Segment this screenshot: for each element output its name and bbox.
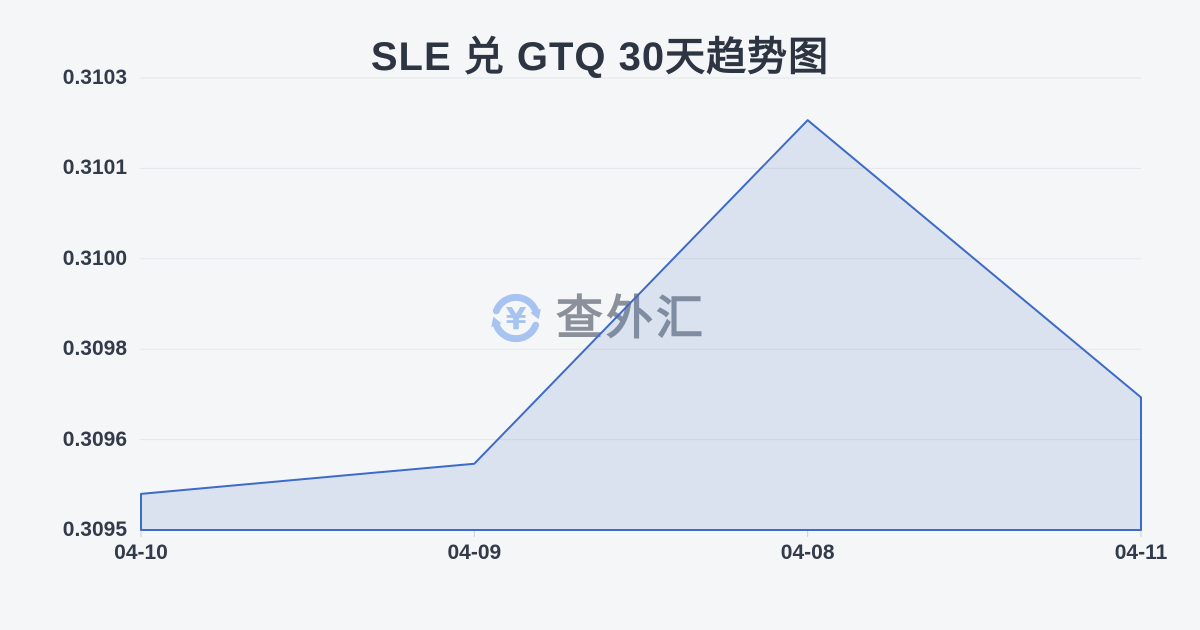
watermark: ¥ 查外汇	[486, 288, 706, 348]
chart-title: SLE 兑 GTQ 30天趋势图	[370, 35, 830, 79]
currency-exchange-icon: ¥	[491, 293, 541, 343]
refresh-arrow-top	[492, 293, 540, 315]
refresh-arrow-bottom	[492, 321, 540, 343]
refresh-arrowhead-left	[491, 316, 502, 328]
trend-area	[140, 119, 1142, 531]
watermark-text: 查外汇	[556, 288, 706, 348]
yen-symbol: ¥	[506, 302, 527, 337]
refresh-arrowhead-right	[530, 308, 541, 320]
